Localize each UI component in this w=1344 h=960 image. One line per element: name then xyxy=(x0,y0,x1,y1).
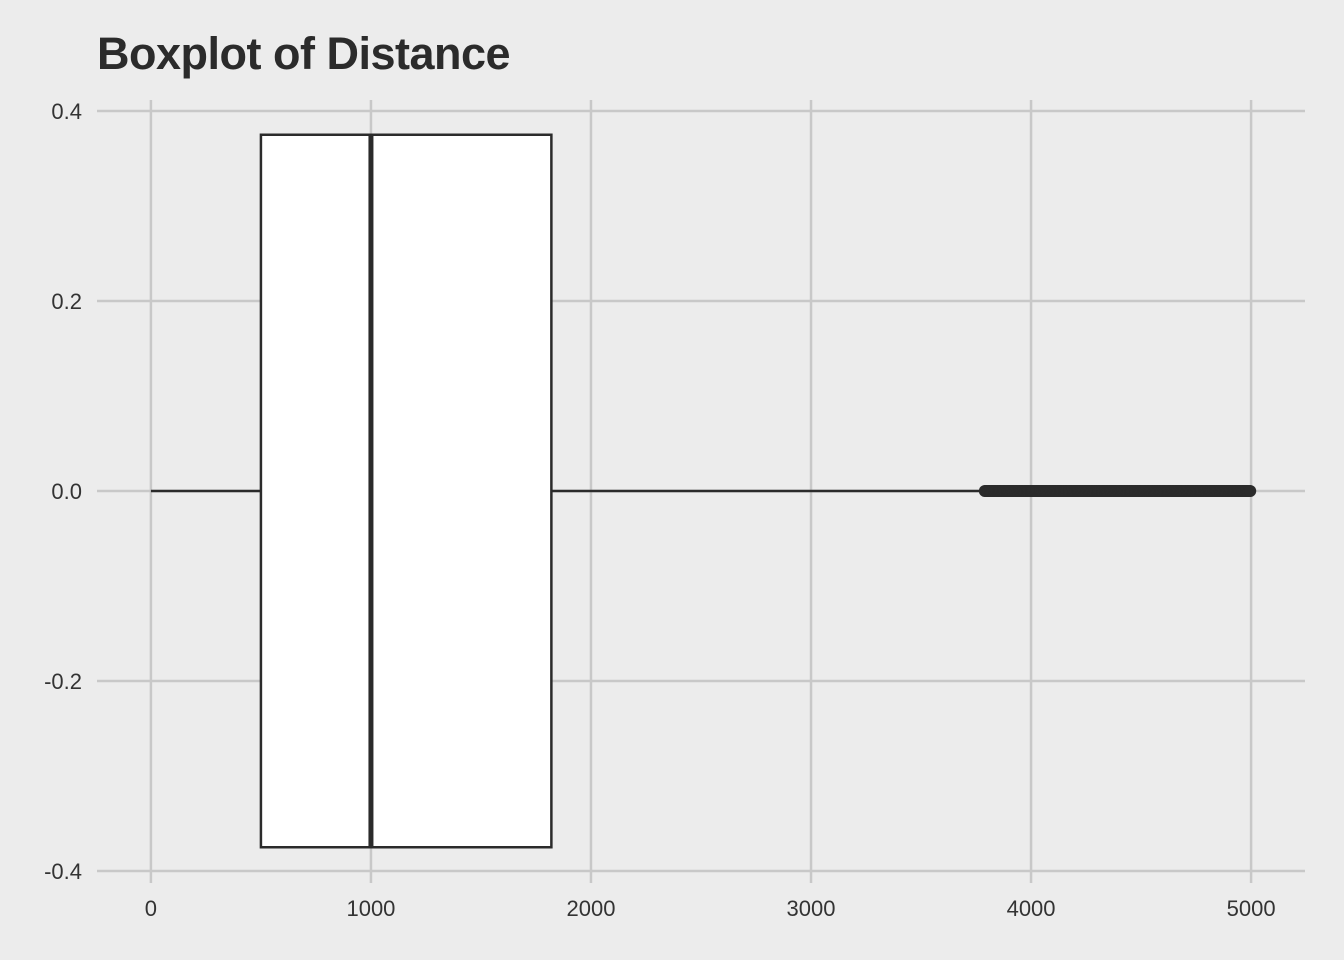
y-tick-label: 0.0 xyxy=(51,479,82,504)
chart-title: Boxplot of Distance xyxy=(97,28,511,79)
y-tick-label: -0.2 xyxy=(44,669,82,694)
box-element xyxy=(150,133,983,849)
iqr-box xyxy=(259,133,553,849)
x-tick-label: 3000 xyxy=(787,896,836,921)
y-tick-label: -0.4 xyxy=(44,859,82,884)
outlier-point xyxy=(1244,485,1257,497)
y-tick-label: 0.4 xyxy=(51,99,82,124)
x-tick-label: 5000 xyxy=(1227,896,1276,921)
x-axis-ticks: 0 1000 2000 3000 4000 5000 xyxy=(145,896,1276,921)
x-tick-label: 0 xyxy=(145,896,157,921)
x-tick-label: 4000 xyxy=(1007,896,1056,921)
y-tick-label: 0.2 xyxy=(51,289,82,314)
y-axis-ticks: 0.4 0.2 0.0 -0.2 -0.4 xyxy=(44,99,82,884)
outlier-points xyxy=(978,485,1257,497)
x-tick-label: 2000 xyxy=(567,896,616,921)
x-tick-label: 1000 xyxy=(346,896,395,921)
